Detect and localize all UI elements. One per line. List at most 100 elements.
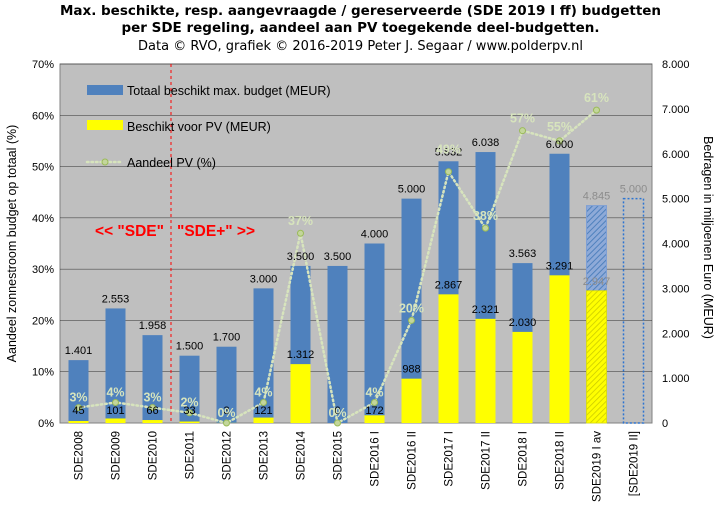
legend-label-pv: Beschikt voor PV (MEUR) xyxy=(127,120,271,134)
pv-share-point xyxy=(75,404,82,412)
right-axis-tick-label: 7.000 xyxy=(662,104,690,116)
left-axis-tick-label: 0% xyxy=(38,418,54,430)
x-tick-label: SDE2014 xyxy=(296,430,308,480)
chart-title-line-2: per SDE regeling, aandeel aan PV toegeke… xyxy=(121,20,600,36)
pv-share-label: 0% xyxy=(217,406,235,420)
pv-share-point xyxy=(519,127,526,135)
pv-value-label: 3.291 xyxy=(546,260,574,272)
pv-share-point xyxy=(186,409,193,417)
total-value-label: 2.553 xyxy=(102,293,130,305)
pv-share-point xyxy=(149,404,156,412)
pv-share-point xyxy=(297,229,304,237)
right-axis-title: Bedragen in miljoenen Euro (MEUR) xyxy=(701,136,715,339)
right-axis-tick-label: 1.000 xyxy=(662,373,690,385)
pv-share-label: 3% xyxy=(143,391,161,405)
legend-marker-share xyxy=(101,158,109,166)
total-value-label: 6.038 xyxy=(472,137,500,149)
legend-swatch-pv xyxy=(87,120,123,130)
right-axis-tick-label: 4.000 xyxy=(662,239,690,251)
pv-share-point xyxy=(445,168,452,176)
pv-budget-bar xyxy=(401,378,422,423)
pv-share-label: 61% xyxy=(584,91,609,105)
pv-budget-bar xyxy=(475,318,496,423)
total-budget-bar xyxy=(179,355,200,423)
total-value-label: 3.000 xyxy=(250,273,278,285)
pv-share-point xyxy=(593,106,600,114)
right-axis-tick-label: 8.000 xyxy=(662,59,690,71)
pv-value-label: 101 xyxy=(106,405,124,417)
pv-share-label: 57% xyxy=(510,112,535,126)
pv-budget-bar xyxy=(549,275,570,423)
x-tick-label: SDE2018 II xyxy=(555,431,567,490)
left-axis-title: Aandeel zonnestroom budget op totaal (%) xyxy=(5,125,19,363)
x-tick-label: SDE2015 xyxy=(333,431,345,480)
x-tick-label: SDE2012 xyxy=(222,431,234,480)
legend-label-total: Totaal beschikt max. budget (MEUR) xyxy=(127,84,331,98)
x-tick-label: SDE2013 xyxy=(259,431,271,480)
left-axis-tick-label: 70% xyxy=(32,59,54,71)
x-tick-label: SDE2011 xyxy=(185,431,197,479)
left-axis-tick-label: 30% xyxy=(32,264,54,276)
pv-value-label: 66 xyxy=(146,405,158,417)
total-value-label: 1.500 xyxy=(176,341,204,353)
left-axis-tick-label: 50% xyxy=(32,162,54,174)
total-budget-bar xyxy=(142,335,163,423)
x-tick-label: [SDE2019 II] xyxy=(629,431,641,496)
total-value-label: 3.563 xyxy=(509,248,537,260)
pv-budget-bar xyxy=(142,420,163,423)
total-value-label: 4.000 xyxy=(361,229,389,241)
total-budget-bar xyxy=(216,346,237,423)
total-budget-bar xyxy=(253,288,274,423)
total-budget-bar xyxy=(327,265,348,423)
left-axis-tick-label: 60% xyxy=(32,110,54,122)
pv-value-label: 2.030 xyxy=(509,317,537,329)
pv-budget-bar xyxy=(438,294,459,423)
x-tick-label: SDE2018 I xyxy=(518,431,530,487)
total-value-label: 3.500 xyxy=(324,251,352,263)
total-value-label: 3.500 xyxy=(287,251,315,263)
pv-share-point xyxy=(112,398,119,406)
left-axis-tick-label: 10% xyxy=(32,367,54,379)
x-tick-label: SDE2010 xyxy=(148,431,160,480)
pv-value-label: 2.321 xyxy=(472,304,500,316)
total-budget-bar xyxy=(364,243,385,423)
right-axis-tick-label: 5.000 xyxy=(662,194,690,206)
legend-label-share: Aandeel PV (%) xyxy=(127,156,216,170)
pv-value-label: 2.947 xyxy=(583,276,611,288)
legend-swatch-total xyxy=(87,85,123,95)
x-tick-label: SDE2017 II xyxy=(481,431,493,490)
x-tick-label: SDE2009 xyxy=(111,431,123,480)
annotation-sde: << "SDE" xyxy=(95,223,164,240)
total-budget-bar xyxy=(622,197,645,424)
right-axis-tick-label: 3.000 xyxy=(662,283,690,295)
pv-value-label: 121 xyxy=(254,405,272,417)
left-axis-tick-label: 40% xyxy=(32,213,54,225)
pv-share-point xyxy=(223,419,230,427)
right-axis-tick-label: 2.000 xyxy=(662,328,690,340)
chart-subtitle: Data © RVO, grafiek © 2016-2019 Peter J.… xyxy=(138,39,583,54)
total-value-label: 5.000 xyxy=(620,184,648,196)
x-tick-label: SDE2016 II xyxy=(407,431,419,490)
pv-value-label: 1.312 xyxy=(287,349,315,361)
pv-value-label: 33 xyxy=(183,405,195,417)
total-value-label: 4.845 xyxy=(583,191,611,203)
pv-share-label: 49% xyxy=(436,143,461,157)
x-tick-label: SDE2019 I av xyxy=(592,431,604,502)
pv-value-label: 45 xyxy=(72,405,84,417)
pv-share-label: 0% xyxy=(328,406,346,420)
pv-budget-bar xyxy=(105,418,126,423)
pv-share-label: 4% xyxy=(365,385,383,399)
pv-budget-bar xyxy=(586,290,607,424)
annotation-sde-plus: "SDE+" >> xyxy=(177,223,255,240)
pv-share-label: 37% xyxy=(288,214,313,228)
total-budget-bar xyxy=(105,308,126,423)
total-value-label: 1.401 xyxy=(65,345,93,357)
pv-budget-bar xyxy=(68,420,89,423)
pv-share-point xyxy=(334,419,341,427)
pv-budget-bar xyxy=(290,364,311,423)
total-value-label: 1.700 xyxy=(213,332,241,344)
pv-share-point xyxy=(556,137,563,145)
total-value-label: 5.000 xyxy=(398,184,426,196)
total-value-label: 5.832 xyxy=(435,146,463,158)
